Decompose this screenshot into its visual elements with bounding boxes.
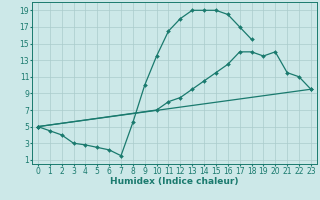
X-axis label: Humidex (Indice chaleur): Humidex (Indice chaleur) [110, 177, 239, 186]
